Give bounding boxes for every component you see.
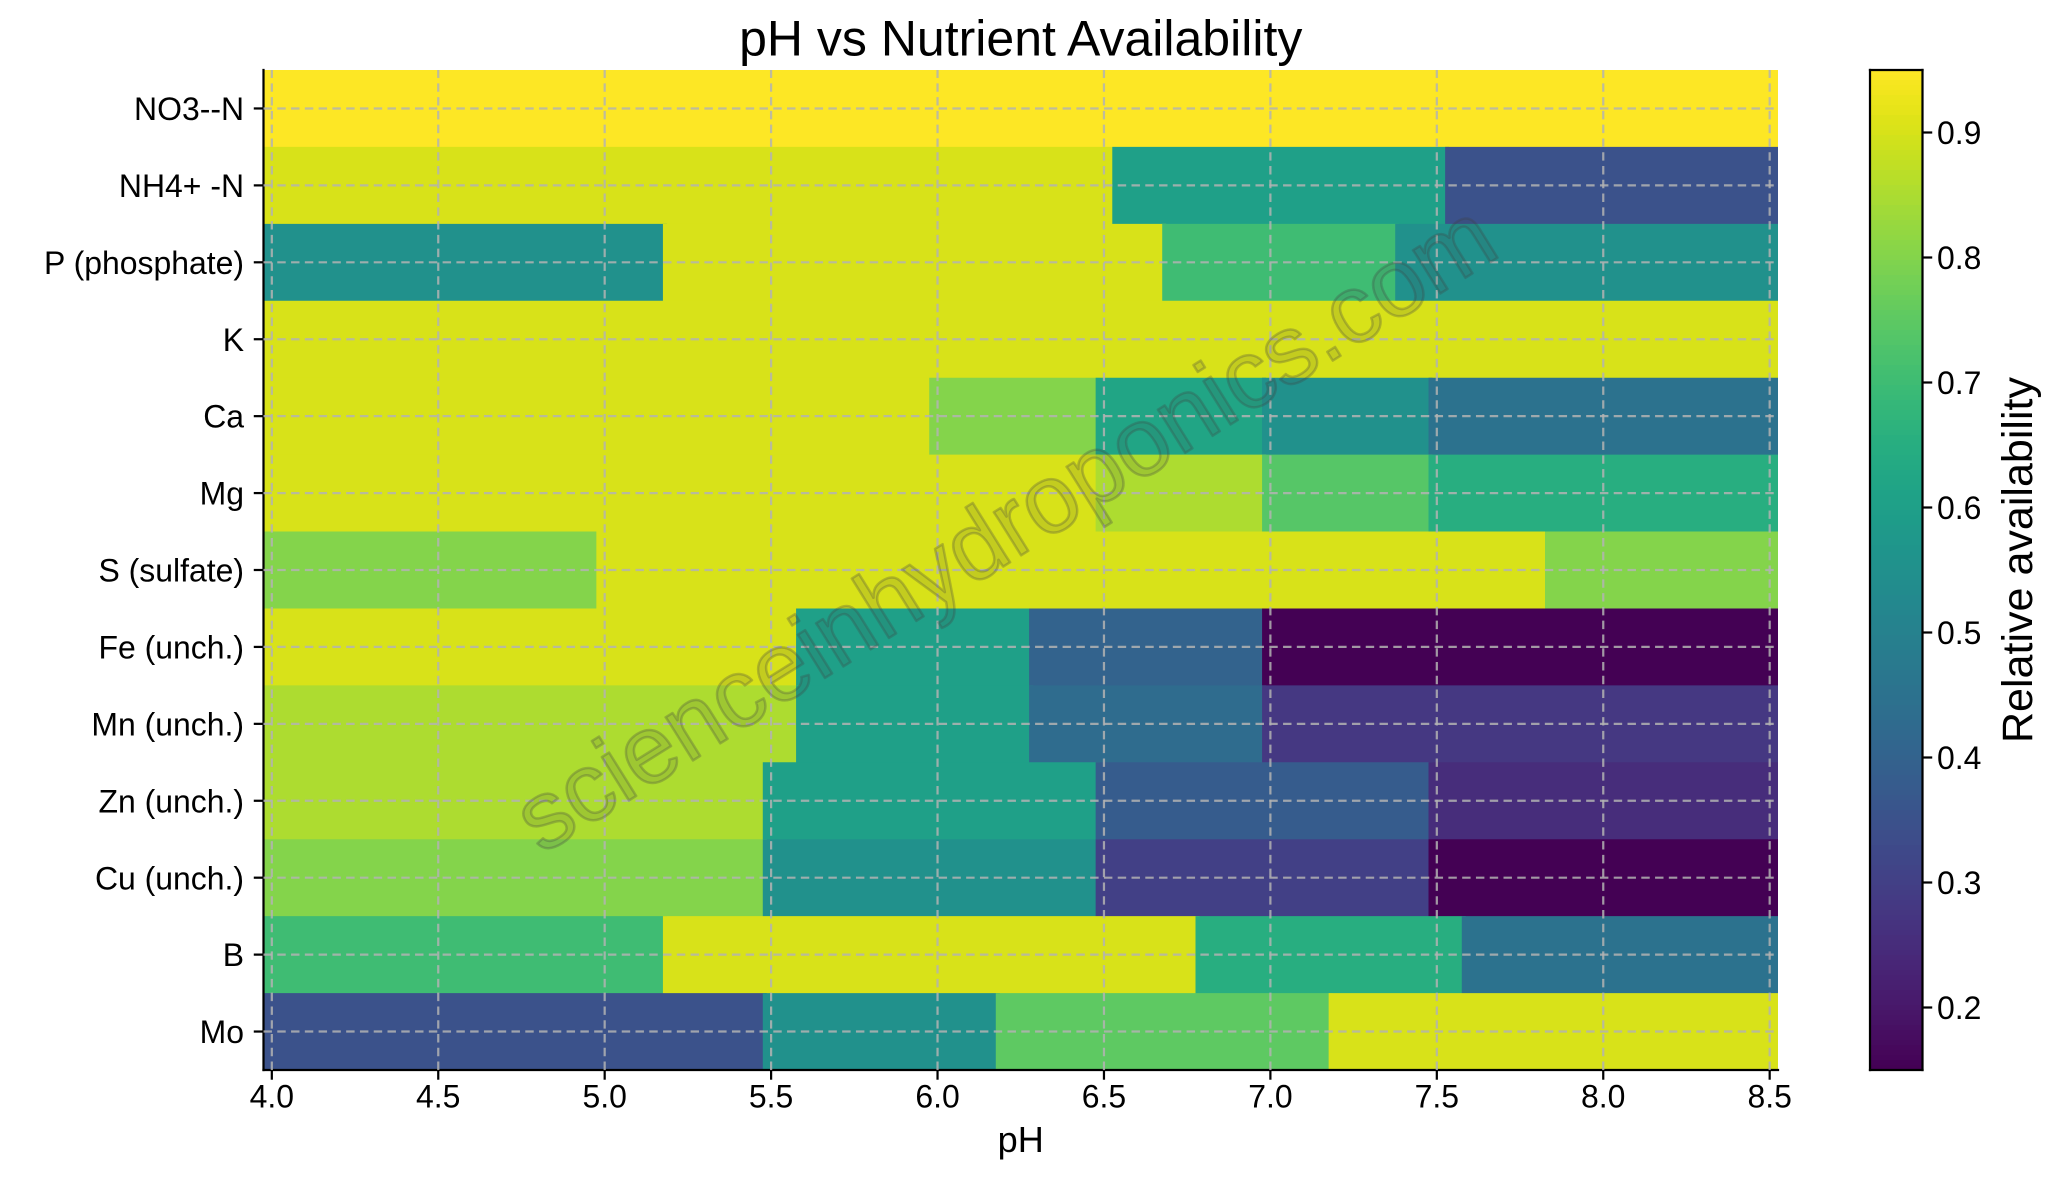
svg-text:7.0: 7.0 [1248,1079,1292,1115]
svg-text:5.0: 5.0 [582,1079,626,1115]
svg-text:8.5: 8.5 [1747,1079,1791,1115]
svg-text:0.2: 0.2 [1937,990,1981,1026]
svg-text:pH: pH [998,1119,1044,1160]
svg-text:5.5: 5.5 [749,1079,793,1115]
svg-text:0.5: 0.5 [1937,615,1981,651]
svg-text:Mo: Mo [200,1014,244,1050]
svg-text:Ca: Ca [203,399,244,435]
svg-text:0.3: 0.3 [1937,865,1981,901]
svg-text:Relative availability: Relative availability [1994,376,2042,743]
svg-text:Mn (unch.): Mn (unch.) [91,706,244,742]
svg-text:0.8: 0.8 [1937,240,1981,276]
svg-text:8.0: 8.0 [1581,1079,1625,1115]
svg-text:pH vs Nutrient Availability: pH vs Nutrient Availability [739,10,1302,66]
svg-text:0.6: 0.6 [1937,490,1981,526]
svg-text:4.5: 4.5 [416,1079,460,1115]
svg-text:P (phosphate): P (phosphate) [44,245,244,281]
svg-text:6.0: 6.0 [915,1079,959,1115]
svg-text:7.5: 7.5 [1415,1079,1459,1115]
svg-text:0.4: 0.4 [1937,740,1981,776]
svg-text:4.0: 4.0 [250,1079,294,1115]
svg-text:Mg: Mg [200,476,244,512]
svg-text:0.9: 0.9 [1937,115,1981,151]
svg-text:B: B [223,937,244,973]
svg-text:K: K [223,322,244,358]
svg-text:6.5: 6.5 [1082,1079,1126,1115]
svg-text:Zn (unch.): Zn (unch.) [99,783,245,819]
svg-text:NO3--N: NO3--N [134,91,244,127]
svg-text:S (sulfate): S (sulfate) [99,553,245,589]
svg-text:NH4+ -N: NH4+ -N [119,168,244,204]
svg-text:Fe (unch.): Fe (unch.) [99,629,245,665]
svg-text:0.7: 0.7 [1937,365,1981,401]
svg-text:Cu (unch.): Cu (unch.) [95,860,244,896]
